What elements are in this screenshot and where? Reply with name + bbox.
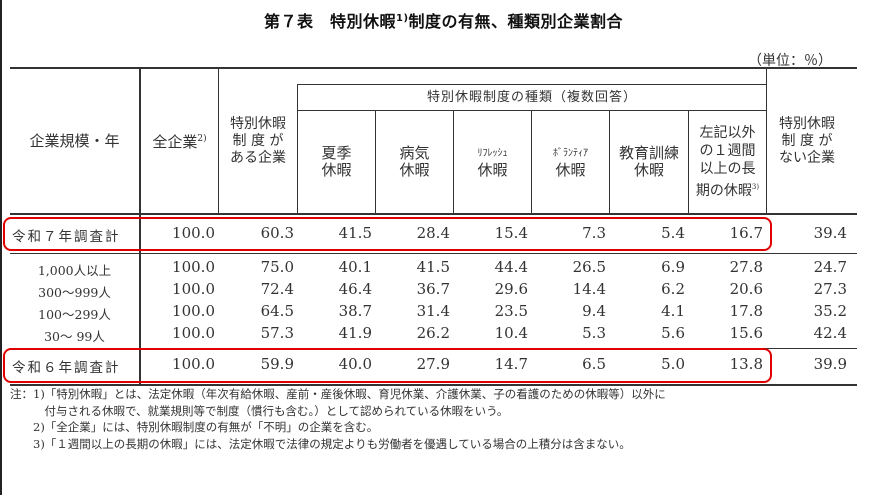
table-cell: 41.5 xyxy=(416,258,450,276)
table-cell: 100.0 xyxy=(172,324,215,342)
row-label: 1,000人以上 xyxy=(37,263,112,278)
table-cell: 5.3 xyxy=(582,324,606,342)
table-cell: 39.9 xyxy=(813,355,847,373)
top-rule xyxy=(10,67,857,69)
col-divider-sick xyxy=(453,110,454,214)
row-label: 300～999人 xyxy=(38,285,111,300)
table-cell: 100.0 xyxy=(172,355,215,373)
table-cell: 7.3 xyxy=(582,224,606,242)
header-row-label: 企業規模・年 xyxy=(29,131,120,150)
types-group-bottom-rule xyxy=(297,110,767,111)
table-cell: 16.7 xyxy=(729,224,763,242)
col-divider-refresh xyxy=(531,110,532,214)
table-cell: 10.4 xyxy=(494,324,528,342)
table-cell: 41.5 xyxy=(338,224,372,242)
table-cell: 15.6 xyxy=(729,324,763,342)
col-divider-has xyxy=(297,84,298,214)
table-title: 第７表 特別休暇1)制度の有無、種類別企業割合 xyxy=(263,12,624,31)
table-cell: 14.7 xyxy=(494,355,528,373)
table-cell: 40.1 xyxy=(338,258,372,276)
footnote-1: 注：1)「特別休暇」とは、法定休暇（年次有給休暇、産前・産後休暇、育児休業、介護… xyxy=(10,387,666,401)
table-cell: 28.4 xyxy=(416,224,450,242)
table-cell: 6.5 xyxy=(582,355,606,373)
table-cell: 44.4 xyxy=(494,258,528,276)
header-no-system: 特別休暇制 度 がない企業 xyxy=(779,115,835,166)
table-cell: 60.3 xyxy=(260,224,294,242)
table-cell: 5.6 xyxy=(661,324,685,342)
table-cell: 59.9 xyxy=(260,355,294,373)
table-cell: 13.8 xyxy=(729,355,763,373)
table-cell: 6.2 xyxy=(661,280,685,298)
table-cell: 5.4 xyxy=(661,224,685,242)
table-cell: 9.4 xyxy=(582,302,606,320)
table-cell: 100.0 xyxy=(172,302,215,320)
col-divider-volunteer xyxy=(609,110,610,214)
table-cell: 39.4 xyxy=(813,224,847,242)
table-cell: 100.0 xyxy=(172,280,215,298)
col-divider-summer xyxy=(375,110,376,214)
table-cell: 35.2 xyxy=(813,302,847,320)
table-cell: 57.3 xyxy=(260,324,294,342)
table-cell: 23.5 xyxy=(494,302,528,320)
page-edge xyxy=(0,0,2,495)
table-cell: 4.1 xyxy=(661,302,685,320)
header-education: 教育訓練 休暇 xyxy=(618,144,679,179)
table-cell: 40.0 xyxy=(338,355,372,373)
header-bottom-rule xyxy=(10,213,857,215)
col-divider-all xyxy=(218,67,219,214)
footnote-2: 2)「全企業」には、特別休暇制度の有無が「不明」の企業を含む。 xyxy=(10,420,379,434)
table-cell: 27.3 xyxy=(813,280,847,298)
table-cell: 15.4 xyxy=(494,224,528,242)
header-all-companies: 全企業2) xyxy=(152,133,207,151)
table-cell: 46.4 xyxy=(338,280,372,298)
header-sick: 病気 休暇 xyxy=(399,144,430,179)
table-cell: 26.2 xyxy=(416,324,450,342)
table-cell: 75.0 xyxy=(260,258,294,276)
header-refresh: ﾘﾌﾚｯｼｭ 休暇 xyxy=(477,148,508,179)
header-has-system: 特別休暇制 度 がある企業 xyxy=(230,115,286,166)
table-cell: 17.8 xyxy=(729,302,763,320)
group-divider-rule xyxy=(10,253,857,254)
table-cell: 42.4 xyxy=(813,324,847,342)
table-cell: 100.0 xyxy=(172,258,215,276)
highlight-box-r7 xyxy=(3,217,772,251)
table-cell: 6.9 xyxy=(661,258,685,276)
table-cell: 27.8 xyxy=(729,258,763,276)
col-divider-long xyxy=(766,67,767,214)
header-summer: 夏季 休暇 xyxy=(321,144,352,179)
unit-label: （単位：％） xyxy=(748,53,832,69)
row-label: 100～299人 xyxy=(38,307,111,322)
table-cell: 36.7 xyxy=(416,280,450,298)
table-cell: 27.9 xyxy=(416,355,450,373)
highlight-box-r6 xyxy=(3,348,772,383)
row-label: 30～ 99人 xyxy=(44,329,105,344)
table-bottom-rule xyxy=(10,384,857,386)
header-types-group: 特別休暇制度の種類（複数回答） xyxy=(426,90,637,105)
table-cell: 38.7 xyxy=(338,302,372,320)
table-cell: 31.4 xyxy=(416,302,450,320)
table-cell: 24.7 xyxy=(813,258,847,276)
table-cell: 41.9 xyxy=(338,324,372,342)
col-divider-label xyxy=(139,67,141,386)
table-cell: 14.4 xyxy=(572,280,606,298)
table-cell: 72.4 xyxy=(260,280,294,298)
table-cell: 26.5 xyxy=(572,258,606,276)
col-divider-education xyxy=(688,110,689,214)
types-group-top-rule xyxy=(297,84,767,85)
footnotes: 注：1)「特別休暇」とは、法定休暇（年次有給休暇、産前・産後休暇、育児休業、介護… xyxy=(10,386,666,452)
table-cell: 20.6 xyxy=(729,280,763,298)
table-cell: 100.0 xyxy=(172,224,215,242)
row-label: 令和６年調査計 xyxy=(12,360,121,376)
table-cell: 5.0 xyxy=(661,355,685,373)
table-cell: 64.5 xyxy=(260,302,294,320)
table-cell: 29.6 xyxy=(494,280,528,298)
row-label: 令和７年調査計 xyxy=(12,229,121,245)
footnote-3: 3)「１週間以上の長期の休暇」には、法定休暇で法律の規定よりも労働者を優遇してい… xyxy=(10,436,631,451)
header-volunteer: ﾎﾞﾗﾝﾃｨｱ 休暇 xyxy=(553,148,588,179)
footnote-1-cont: 付与される休暇で、就業規則等で制度（慣行も含む。）として認められている休暇をいう… xyxy=(10,403,509,418)
header-long-leave: 左記以外 の１週間 以上の長 期の休暇3) xyxy=(695,125,760,199)
